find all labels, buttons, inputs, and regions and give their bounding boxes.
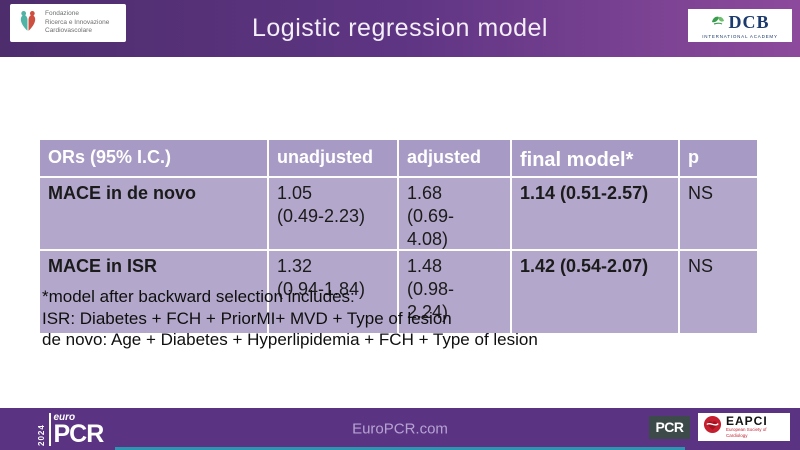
slide-header: Logistic regression model Fondazione Ric… [0, 0, 800, 57]
europcr-year: 2024 [37, 424, 46, 446]
col-header-p: p [680, 140, 757, 176]
dcb-subtitle: INTERNATIONAL ACADEMY [702, 34, 778, 39]
fondazione-line2: Ricerca e Innovazione [45, 18, 110, 26]
col-header-final-model: final model* [512, 140, 678, 176]
row-isr-unadjusted: 1.32 (0.94-1.84) [269, 251, 397, 333]
europcr-pcr-text: PCR [53, 420, 105, 448]
eapci-heart-icon [703, 415, 722, 439]
fondazione-heart-icon [15, 8, 41, 39]
europcr-logo-divider [49, 413, 51, 446]
row-denovo-p: NS [680, 178, 757, 249]
dcb-name: DCB [728, 12, 770, 32]
fondazione-line1: Fondazione [45, 10, 79, 18]
model-footnote: *model after backward selection includes… [42, 286, 538, 351]
row-isr-label: MACE in ISR [40, 251, 267, 333]
footer-badges: PCR EAPCI European Society of Cardiology [649, 413, 790, 441]
row-denovo-label: MACE in de novo [40, 178, 267, 249]
pcr-badge: PCR [649, 415, 690, 439]
row-denovo-final-model: 1.14 (0.51-2.57) [512, 178, 678, 249]
europcr-2024-logo: 2024 euro PCR [37, 412, 105, 448]
footnote-line1: *model after backward selection includes… [42, 287, 355, 306]
footer-website: EuroPCR.com [352, 420, 448, 438]
col-header-unadjusted: unadjusted [269, 140, 397, 176]
europcr-euro-text: euro [53, 412, 76, 423]
eapci-subtitle: European Society of Cardiology [726, 427, 767, 438]
row-isr-final-model: 1.42 (0.54-2.07) [512, 251, 678, 333]
fondazione-logo: Fondazione Ricerca e Innovazione Cardiov… [10, 4, 126, 42]
eapci-name: EAPCI [726, 414, 768, 428]
footer-teal-strip [115, 447, 685, 450]
slide-footer: 2024 euro PCR EuroPCR.com PCR EAPCI [0, 408, 800, 450]
dcb-leaf-icon [710, 13, 726, 32]
col-header-adjusted: adjusted [399, 140, 510, 176]
fondazione-logo-text: Fondazione Ricerca e Innovazione Cardiov… [45, 10, 109, 36]
row-denovo-unadjusted: 1.05 (0.49-2.23) [269, 178, 397, 249]
row-denovo-adjusted: 1.68 (0.69- 4.08) [399, 178, 510, 249]
page-title: Logistic regression model [252, 14, 548, 42]
dcb-logo: DCB INTERNATIONAL ACADEMY [688, 9, 792, 42]
footnote-line3: de novo: Age + Diabetes + Hyperlipidemia… [42, 330, 538, 349]
eapci-logo: EAPCI European Society of Cardiology [698, 413, 790, 441]
regression-table: ORs (95% I.C.) unadjusted adjusted final… [40, 140, 757, 333]
footnote-line2: ISR: Diabetes + FCH + PriorMI+ MVD + Typ… [42, 308, 452, 328]
row-isr-p: NS [680, 251, 757, 333]
fondazione-line3: Cardiovascolare [45, 27, 92, 35]
row-isr-adjusted: 1.48 (0.98- 2.24) [399, 251, 510, 333]
col-header-ors: ORs (95% I.C.) [40, 140, 267, 176]
